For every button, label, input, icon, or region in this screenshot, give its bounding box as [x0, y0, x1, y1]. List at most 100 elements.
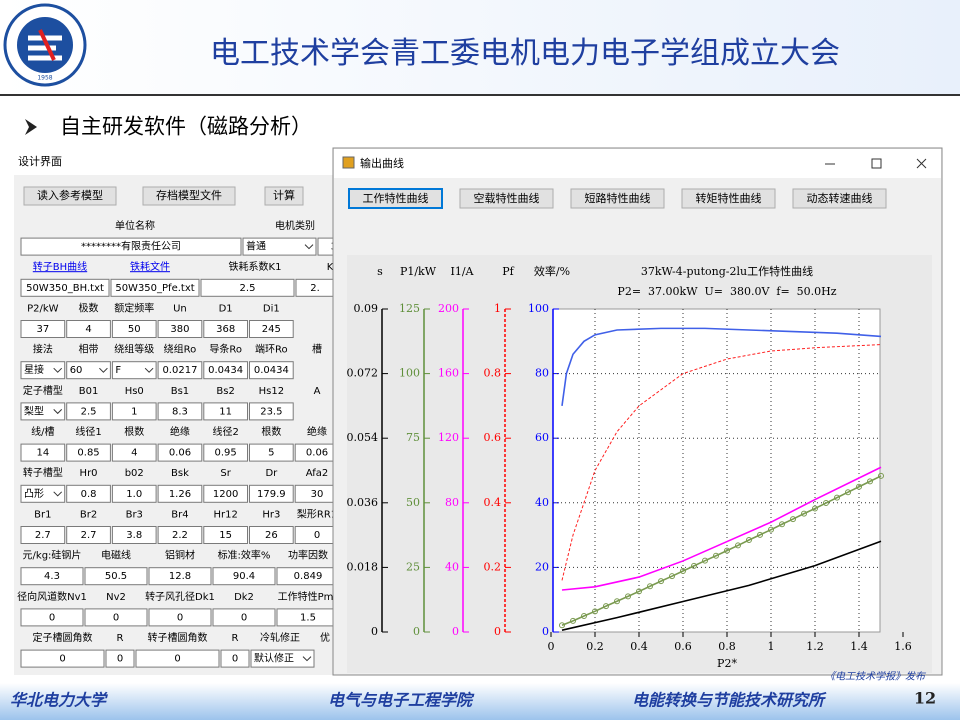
input-value[interactable]: 1.5: [300, 612, 316, 623]
input-box[interactable]: [157, 484, 203, 503]
input-box[interactable]: [212, 567, 276, 586]
file-link[interactable]: 转子BH曲线: [33, 260, 87, 273]
tab-label[interactable]: 转矩特性曲线: [696, 191, 762, 205]
maximize[interactable]: [871, 158, 882, 169]
input-box[interactable]: [249, 443, 294, 462]
input-box[interactable]: [20, 526, 66, 544]
dropdown-value[interactable]: 星接: [24, 363, 44, 376]
input-value[interactable]: 1.0: [126, 489, 142, 500]
input-value[interactable]: 3.8: [126, 530, 142, 541]
input-box[interactable]: [20, 237, 242, 256]
input-box[interactable]: [20, 649, 105, 668]
input-value[interactable]: 0.0434: [208, 365, 243, 376]
input-box[interactable]: [111, 402, 157, 421]
input-box[interactable]: [220, 649, 250, 668]
input-value[interactable]: 26: [265, 530, 278, 541]
button-label[interactable]: 存档模型文件: [156, 188, 222, 202]
input-box[interactable]: [111, 484, 157, 503]
input-value[interactable]: 0.95: [215, 448, 237, 459]
input-value[interactable]: 0.06: [169, 448, 191, 459]
input-box[interactable]: [148, 608, 212, 627]
input-value[interactable]: 1.26: [169, 489, 191, 500]
dropdown-value[interactable]: 60: [70, 365, 83, 376]
input-box[interactable]: [84, 567, 148, 586]
button-label[interactable]: 计算: [273, 188, 295, 202]
input-box[interactable]: [66, 443, 111, 462]
input-box[interactable]: [111, 526, 157, 544]
input-box[interactable]: [20, 608, 84, 627]
tab-button[interactable]: [459, 188, 554, 209]
input-box[interactable]: [105, 649, 135, 668]
input-value[interactable]: 380: [170, 324, 189, 335]
button[interactable]: [23, 186, 117, 206]
input-value[interactable]: 8.3: [172, 406, 188, 417]
input-box[interactable]: [135, 649, 220, 668]
input-value[interactable]: 2.5: [81, 406, 97, 417]
input-value[interactable]: 1200: [213, 489, 238, 500]
input-box[interactable]: [249, 361, 294, 380]
dropdown-value[interactable]: 凸形: [24, 488, 44, 500]
dropdown[interactable]: [20, 484, 66, 503]
input-value[interactable]: 0.85: [77, 448, 99, 459]
input-box[interactable]: [249, 484, 294, 503]
input-value[interactable]: 0: [59, 654, 65, 665]
input-box[interactable]: [157, 320, 203, 338]
close[interactable]: [916, 158, 927, 169]
input-value[interactable]: 368: [216, 324, 235, 335]
input-value[interactable]: 0.06: [306, 448, 328, 459]
dropdown-value[interactable]: 普通: [246, 240, 266, 253]
button-label[interactable]: 读入参考模型: [37, 188, 103, 202]
dropdown-value[interactable]: F: [115, 365, 121, 376]
input-box[interactable]: [203, 526, 249, 544]
input-value[interactable]: 50.5: [105, 571, 127, 582]
input-value[interactable]: 2.7: [35, 530, 51, 541]
input-box[interactable]: [148, 567, 212, 586]
input-box[interactable]: [200, 278, 295, 297]
input-box[interactable]: [111, 443, 157, 462]
input-value[interactable]: 0: [49, 612, 55, 623]
input-box[interactable]: [110, 278, 200, 297]
input-value[interactable]: ********有限责任公司: [81, 240, 181, 253]
tab-label[interactable]: 短路特性曲线: [585, 191, 651, 205]
input-value[interactable]: 14: [36, 448, 49, 459]
tab-button[interactable]: [681, 188, 776, 209]
input-value[interactable]: 0: [113, 612, 119, 623]
input-box[interactable]: [203, 402, 249, 421]
input-box[interactable]: [20, 567, 84, 586]
input-value[interactable]: 4: [85, 324, 91, 335]
tab-button[interactable]: [348, 188, 443, 209]
input-box[interactable]: [66, 526, 111, 544]
dropdown[interactable]: [250, 649, 315, 668]
input-box[interactable]: [157, 526, 203, 544]
button[interactable]: [264, 186, 304, 206]
input-value[interactable]: 12.8: [169, 571, 191, 582]
input-value[interactable]: 0: [232, 654, 238, 665]
input-value[interactable]: 5: [268, 448, 274, 459]
tab-button[interactable]: [792, 188, 887, 209]
tab-label[interactable]: 空载特性曲线: [474, 191, 540, 205]
input-box[interactable]: [20, 443, 66, 462]
input-box[interactable]: [20, 278, 110, 297]
input-value[interactable]: 0: [241, 612, 247, 623]
input-value[interactable]: 0.849: [294, 571, 323, 582]
input-box[interactable]: [203, 484, 249, 503]
input-value[interactable]: 37: [36, 324, 49, 335]
input-value[interactable]: 23.5: [260, 406, 282, 417]
input-value[interactable]: 2.2: [172, 530, 188, 541]
file-link[interactable]: 铁耗文件: [130, 260, 170, 273]
input-value[interactable]: 2.: [310, 283, 320, 294]
input-box[interactable]: [203, 361, 249, 380]
input-value[interactable]: 0: [117, 654, 123, 665]
input-value[interactable]: 1: [131, 406, 137, 417]
input-value[interactable]: 0: [314, 530, 320, 541]
input-value[interactable]: 50W350_BH.txt: [26, 283, 104, 294]
input-box[interactable]: [20, 320, 66, 338]
dropdown-value[interactable]: 默认修正: [254, 652, 294, 665]
input-box[interactable]: [249, 320, 294, 338]
input-box[interactable]: [203, 320, 249, 338]
input-value[interactable]: 0: [177, 612, 183, 623]
input-value[interactable]: 0.0217: [162, 365, 197, 376]
input-box[interactable]: [157, 443, 203, 462]
input-box[interactable]: [249, 402, 294, 421]
input-value[interactable]: 2.7: [81, 530, 97, 541]
